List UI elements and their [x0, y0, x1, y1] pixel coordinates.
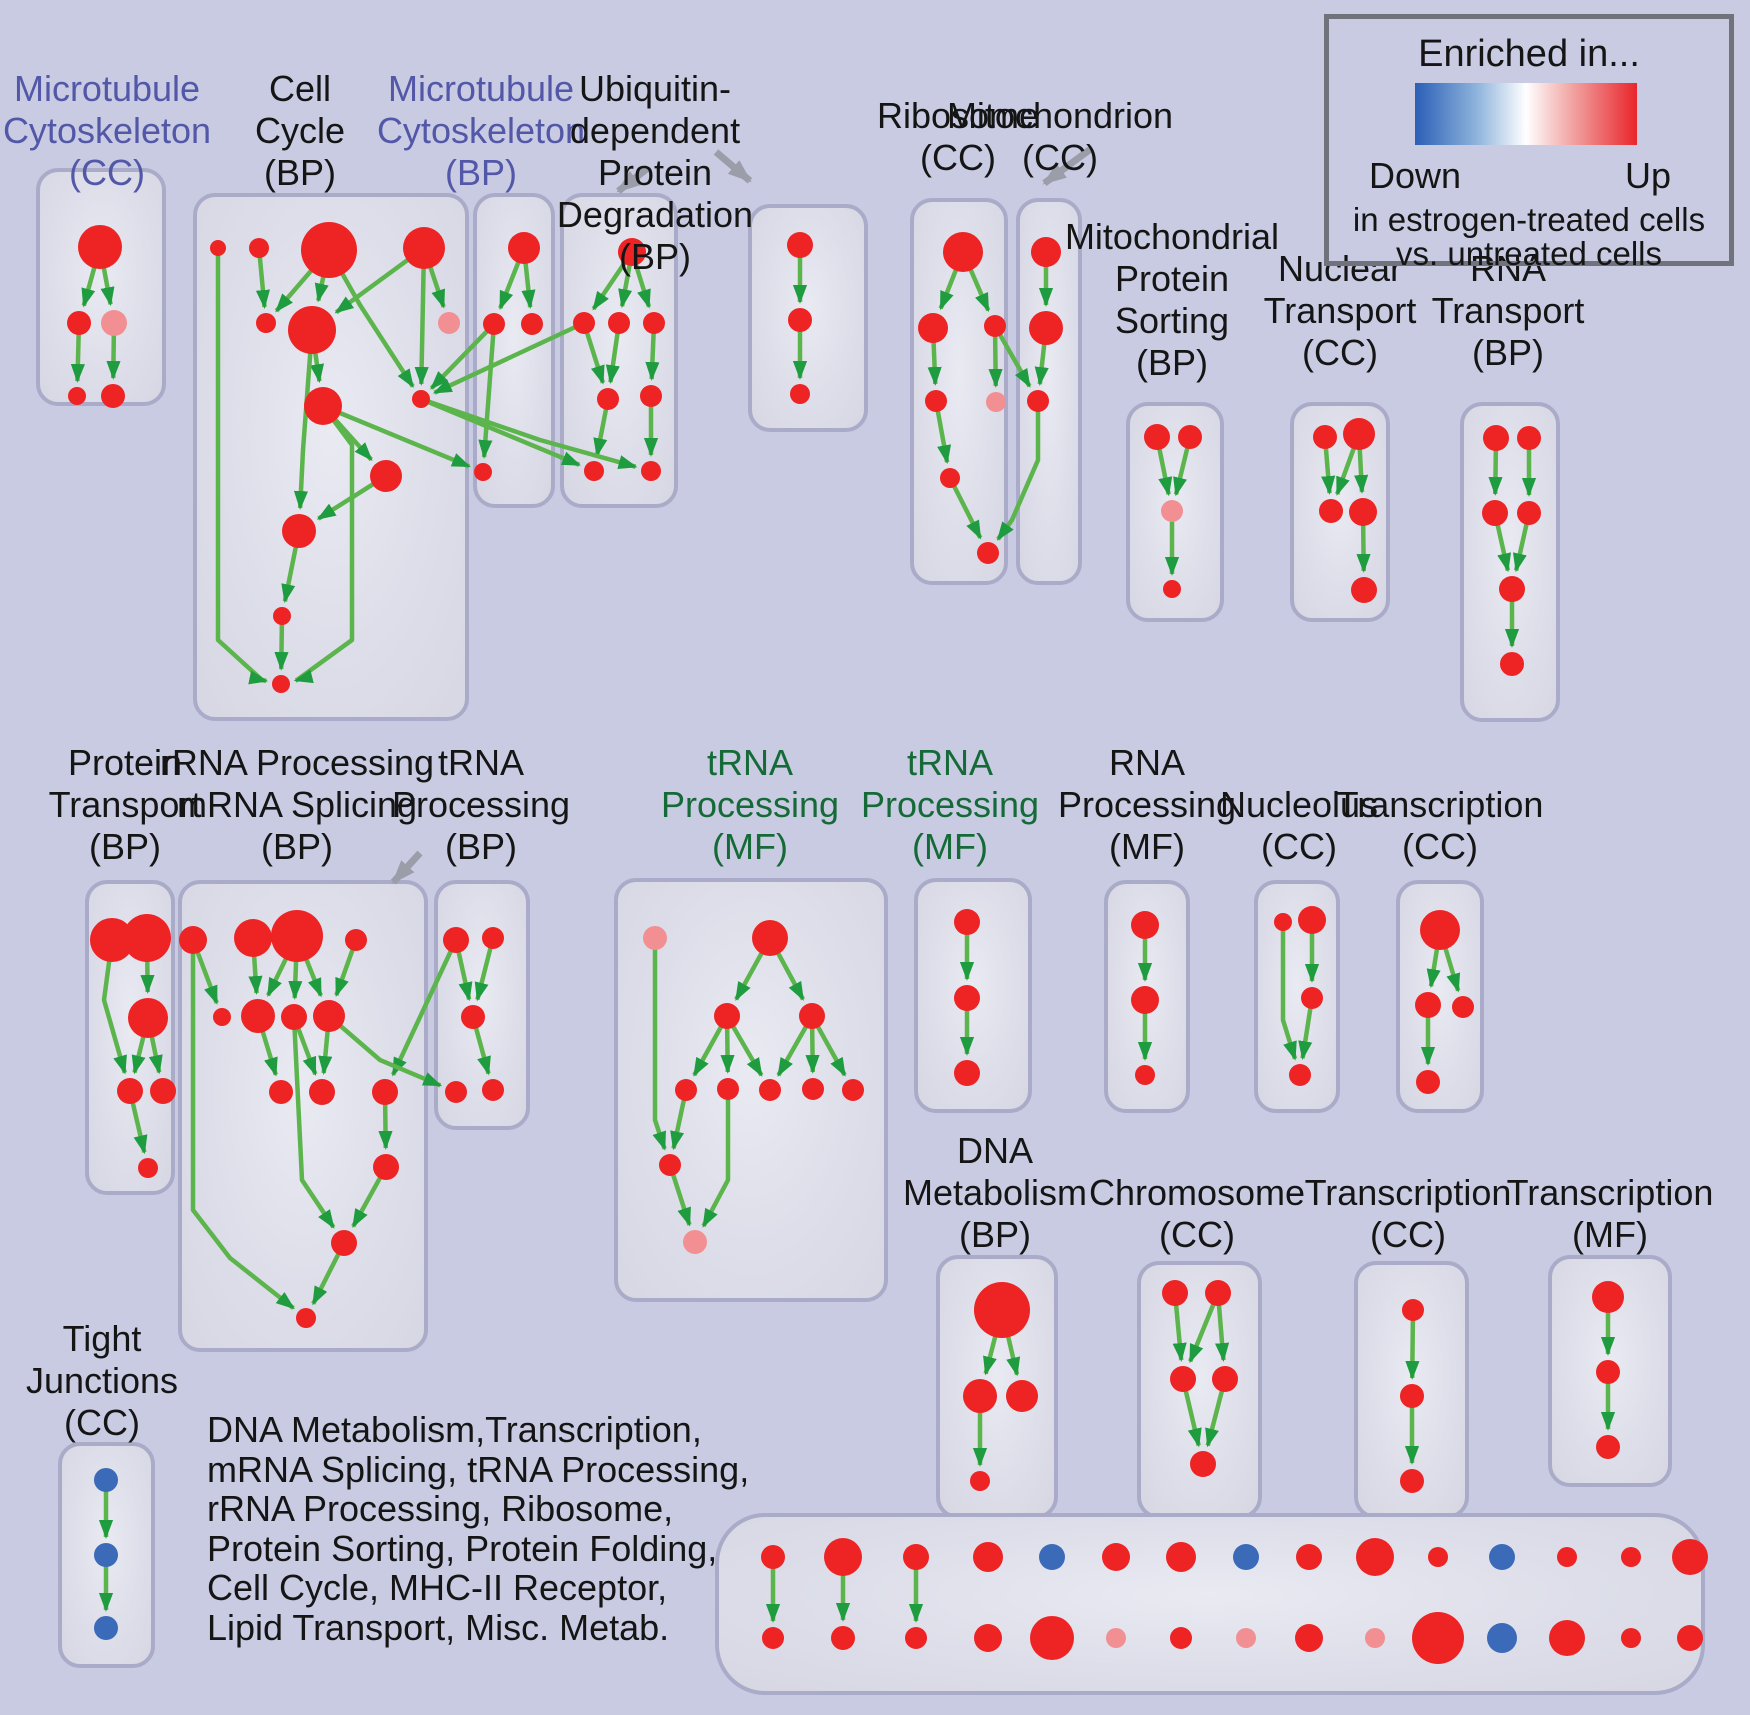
group-box-transcription-mf	[1548, 1255, 1672, 1487]
pointer-to-trna-bp-box	[390, 850, 423, 885]
group-label-transcription-cc-bottom: Transcription (CC)	[1304, 1172, 1512, 1255]
pointer-to-ubiquitin-right-box	[713, 149, 753, 184]
merged-terms-line: mRNA Splicing, tRNA Processing,	[207, 1448, 750, 1490]
legend-title: Enriched in...	[1418, 33, 1640, 75]
group-box-ubiquitin-degradation-left	[560, 193, 678, 508]
group-label-rna-processing-mf: RNA Processing (MF)	[1057, 742, 1237, 867]
pointer-to-mitochondrion-box	[1042, 145, 1095, 187]
group-label-rrna-processing-mrna-splicing-bp: rRNA Processing mRNA Splicing (BP)	[159, 742, 435, 867]
merged-terms-text-block: DNA Metabolism,Transcription, mRNA Splici…	[207, 1410, 749, 1647]
pointer-to-ubiquitin-left-box	[616, 165, 651, 194]
group-label-transcription-mf: Transcription (MF)	[1506, 1172, 1714, 1255]
group-box-chromosome-cc	[1137, 1261, 1262, 1519]
group-label-chromosome-cc: Chromosome (CC)	[1088, 1172, 1306, 1255]
legend-color-gradient-bar	[1415, 83, 1637, 145]
merged-terms-line: Lipid Transport, Misc. Metab.	[207, 1606, 670, 1648]
group-box-mitochondrion-cc	[1016, 198, 1082, 585]
group-box-transcription-cc-bottom	[1354, 1261, 1469, 1519]
group-box-mitochondrial-protein-sorting-bp	[1126, 402, 1224, 622]
legend-subtitle-line2: vs. untreated cells	[1396, 235, 1662, 272]
group-label-trna-processing-mf-1: tRNA Processing (MF)	[660, 742, 840, 867]
group-label-trna-processing-mf-2: tRNA Processing (MF)	[860, 742, 1040, 867]
group-label-mitochondrion-cc: Mitochondrion (CC)	[946, 95, 1174, 178]
group-box-protein-transport-bp	[85, 880, 175, 1195]
merged-terms-line: Cell Cycle, MHC-II Receptor,	[207, 1567, 668, 1608]
group-label-ribosome-cc: Ribosome (CC)	[876, 95, 1040, 178]
group-label-microtubule-cytoskeleton-bp: Microtubule Cytoskeleton (BP)	[376, 68, 586, 193]
group-label-trna-processing-bp: tRNA Processing (BP)	[391, 742, 571, 867]
group-box-transcription-cc-mid	[1396, 880, 1484, 1113]
group-box-dna-metabolism-bp	[936, 1255, 1058, 1519]
group-box-cell-cycle-bp	[193, 193, 469, 721]
group-box-nuclear-transport-cc	[1290, 402, 1390, 622]
merged-terms-line: Protein Sorting, Protein Folding,	[207, 1527, 718, 1569]
merged-terms-line: rRNA Processing, Ribosome,	[207, 1488, 674, 1529]
group-box-tight-junctions-cc	[58, 1442, 155, 1668]
group-box-trna-processing-mf-2	[914, 878, 1032, 1113]
group-box-microtubule-cytoskeleton-bp	[473, 193, 555, 508]
group-box-nucleolus-cc	[1254, 880, 1340, 1113]
group-box-ubiquitin-degradation-right	[748, 204, 868, 432]
group-box-trna-processing-mf-1	[614, 878, 888, 1302]
group-box-microtubule-cytoskeleton-cc	[36, 168, 166, 406]
legend-subtitle-line1: in estrogen-treated cells	[1352, 201, 1706, 238]
group-box-misc-terms	[715, 1513, 1705, 1695]
legend-down-label: Down	[1369, 155, 1462, 196]
group-box-trna-processing-bp	[434, 880, 530, 1130]
group-box-ribosome-cc	[910, 198, 1008, 585]
legend-up-label: Up	[1624, 155, 1671, 196]
group-box-rna-processing-mf	[1104, 880, 1190, 1113]
merged-terms-line: DNA Metabolism,Transcription,	[207, 1409, 702, 1450]
group-label-protein-transport-bp: Protein Transport (BP)	[48, 742, 202, 867]
group-box-rrna-processing-mrna-splicing-bp	[178, 880, 428, 1352]
group-label-nucleolus-cc: Nucleolus (CC)	[1219, 784, 1379, 867]
legend-box: Enriched in... Down Up in estrogen-treat…	[1324, 14, 1734, 272]
group-label-transcription-cc-mid: Transcription (CC)	[1336, 784, 1544, 867]
group-box-rna-transport-bp	[1460, 402, 1560, 722]
